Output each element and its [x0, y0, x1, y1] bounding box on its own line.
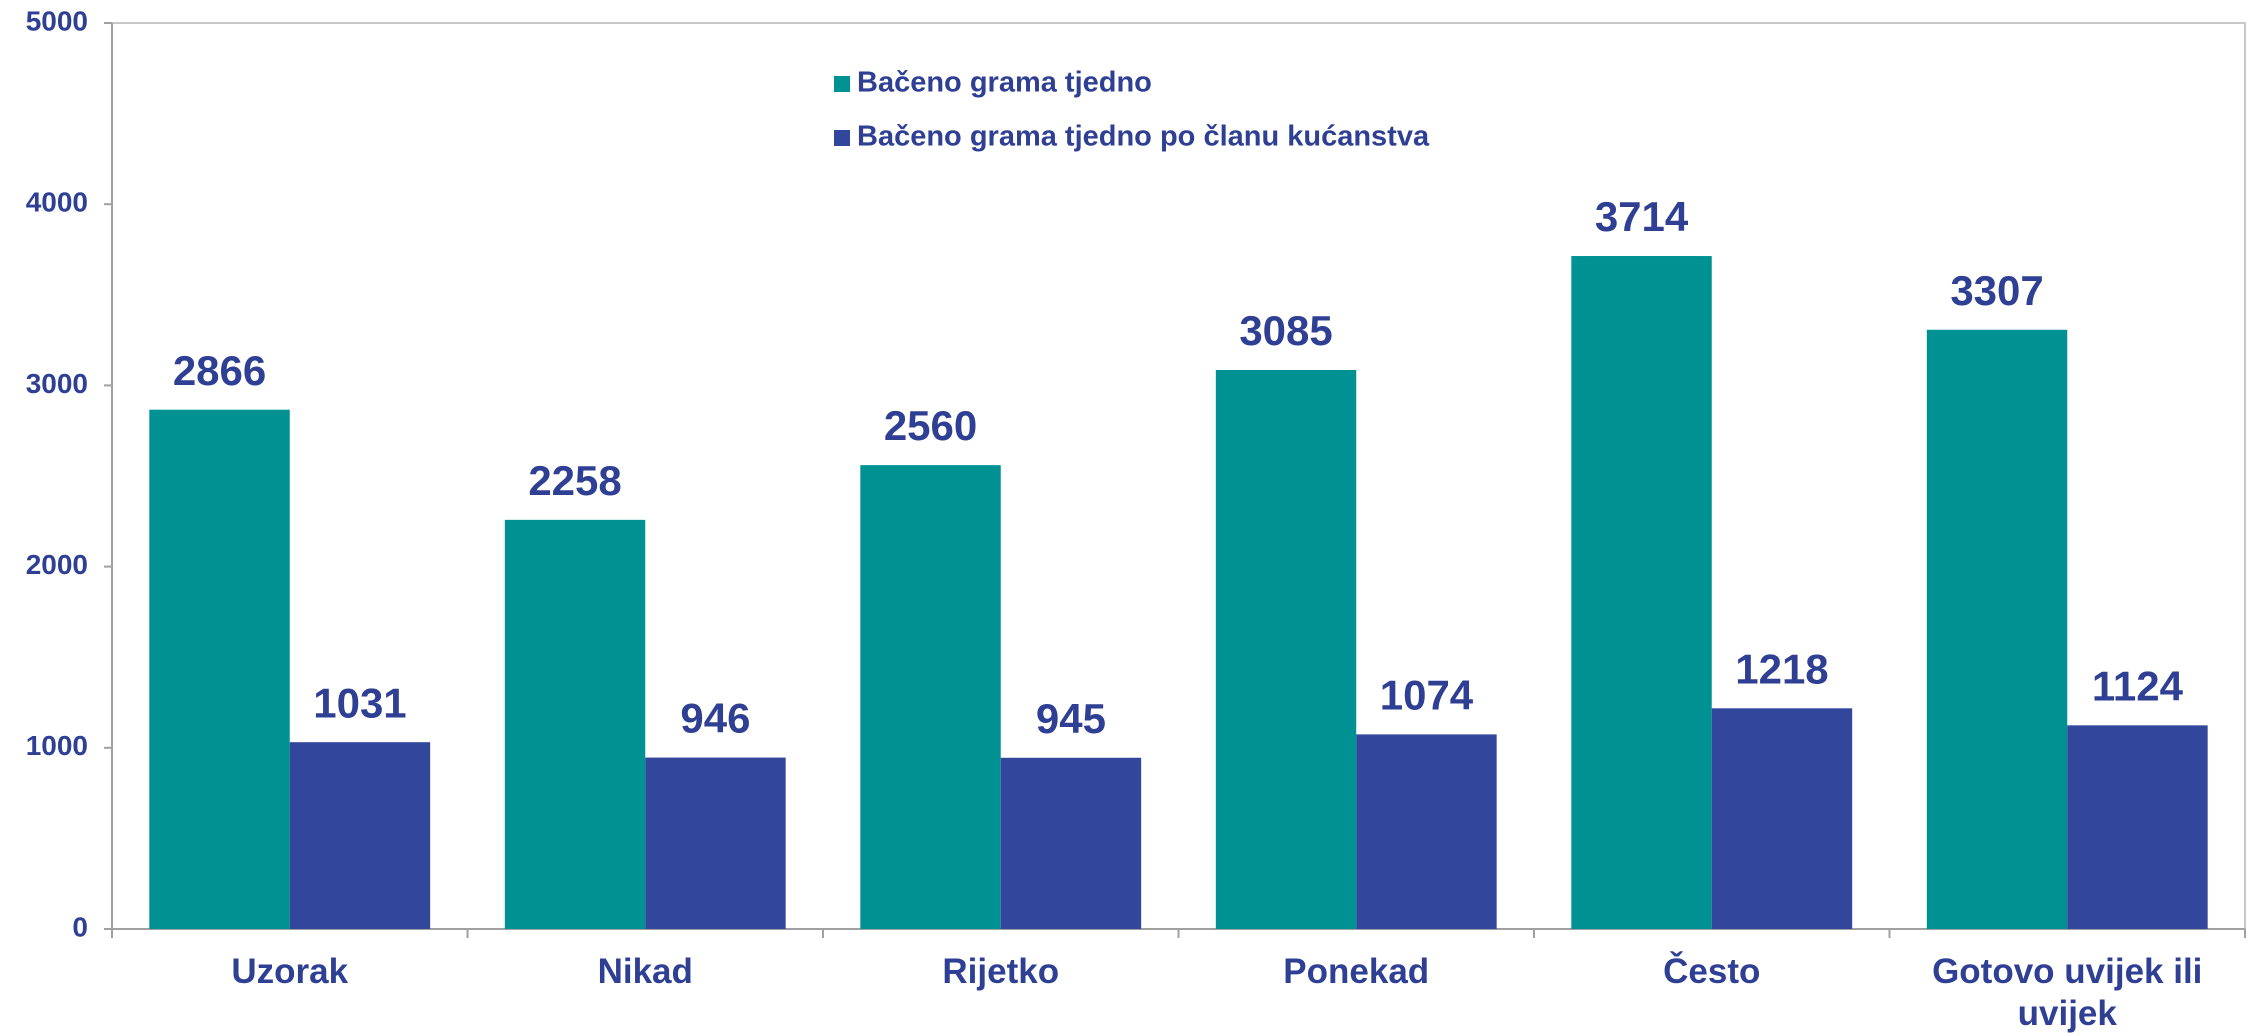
- x-tick-label: Često: [1663, 952, 1761, 991]
- bar: [1571, 256, 1712, 929]
- value-label: 3714: [1595, 193, 1689, 240]
- value-label: 1031: [313, 679, 406, 726]
- x-tick-label: Ponekad: [1283, 952, 1430, 991]
- y-tick-label: 4000: [26, 187, 88, 218]
- legend-swatch: [834, 130, 850, 146]
- bar: [289, 742, 431, 929]
- bar: [2067, 725, 2208, 929]
- x-tick-label: Rijetko: [942, 952, 1060, 991]
- bar: [1356, 734, 1497, 929]
- legend-swatch: [834, 76, 850, 92]
- value-label: 2258: [528, 457, 621, 504]
- bar: [504, 519, 646, 929]
- bar: [1711, 708, 1853, 929]
- value-label: 2560: [884, 402, 977, 449]
- bar: [1215, 369, 1357, 929]
- value-label: 3085: [1239, 307, 1332, 354]
- y-tick-label: 5000: [26, 5, 88, 36]
- value-label: 1074: [1380, 671, 1474, 718]
- x-tick-label: Uzorak: [231, 952, 349, 991]
- x-tick-label: Nikad: [597, 952, 693, 991]
- bar: [645, 757, 786, 929]
- y-tick-label: 1000: [26, 730, 88, 761]
- y-tick-label: 3000: [26, 368, 88, 399]
- bar: [149, 409, 290, 929]
- plot-frame: [111, 22, 2246, 930]
- bar: [860, 465, 1001, 929]
- x-tick-label: Gotovo uvijek ili uvijek: [1932, 952, 2203, 1033]
- y-tick-label: 2000: [26, 549, 88, 580]
- y-tick-label: 0: [72, 911, 88, 942]
- value-label: 1218: [1735, 645, 1828, 692]
- value-label: 1124: [2092, 662, 2184, 709]
- value-label: 946: [680, 695, 750, 742]
- value-label: 2866: [173, 347, 266, 394]
- legend-label: Bačeno grama tjedno: [857, 67, 1152, 99]
- value-label: 945: [1036, 695, 1106, 742]
- bar: [1000, 757, 1142, 929]
- value-label: 3307: [1950, 267, 2043, 314]
- bar: [1926, 329, 2068, 929]
- legend-label: Bačeno grama tjedno po članu kućanstva: [857, 121, 1430, 153]
